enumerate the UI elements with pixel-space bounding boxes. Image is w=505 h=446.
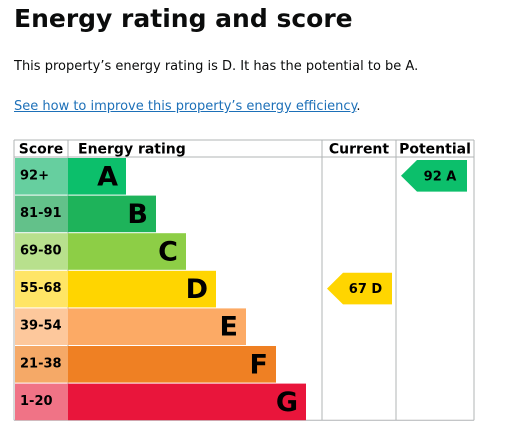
title: Energy rating and score <box>14 4 353 33</box>
score-cell <box>15 158 68 195</box>
rating-letter: B <box>127 199 148 230</box>
improve-link[interactable]: See how to improve this property’s energ… <box>14 99 357 114</box>
rating-bar <box>68 383 306 421</box>
rating-bar <box>68 158 126 195</box>
rating-bar <box>68 346 276 383</box>
rating-letter: C <box>158 237 178 268</box>
score-label: 21-38 <box>20 356 62 371</box>
score-cell <box>15 383 68 421</box>
score-cell <box>15 233 68 270</box>
intro: This property’s energy rating is D. It h… <box>14 59 419 74</box>
column-header: Potential <box>399 142 471 158</box>
score-label: 55-68 <box>20 281 62 296</box>
score-cell <box>15 346 68 383</box>
score-cell <box>15 270 68 308</box>
score-label: 39-54 <box>20 319 62 334</box>
rating-bar <box>68 270 216 308</box>
score-label: 81-91 <box>20 206 62 221</box>
column-header: Energy rating <box>78 142 186 158</box>
rating-bar <box>68 233 186 270</box>
rating-letter: E <box>220 312 238 343</box>
score-label: 1-20 <box>20 394 53 409</box>
potential-arrow <box>401 160 467 192</box>
rating-letter: F <box>250 349 268 380</box>
column-header: Current <box>329 142 390 158</box>
rating-letter: G <box>276 387 298 418</box>
rating-letter: D <box>186 274 208 305</box>
score-label: 69-80 <box>20 244 62 259</box>
rating-bar <box>68 308 246 345</box>
score-cell <box>15 308 68 345</box>
current-label: 67 D <box>349 282 383 297</box>
rating-bar <box>68 195 156 233</box>
link-suffix: . <box>356 99 361 114</box>
score-label: 92+ <box>20 168 49 183</box>
column-header: Score <box>19 142 63 158</box>
link-line: See how to improve this property’s energ… <box>14 99 361 114</box>
rating-letter: A <box>97 161 118 192</box>
score-cell <box>15 195 68 233</box>
potential-label: 92 A <box>424 169 457 184</box>
current-arrow <box>327 272 392 305</box>
